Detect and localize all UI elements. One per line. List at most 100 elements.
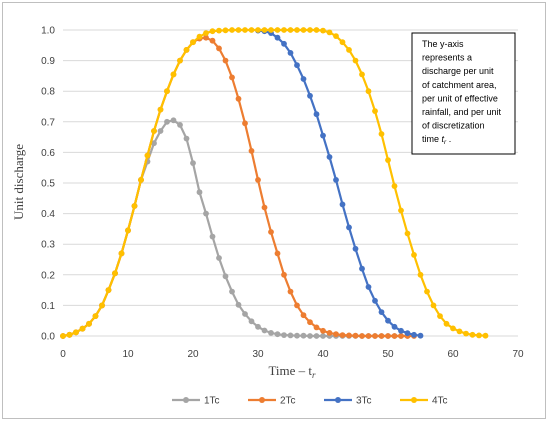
data-point — [365, 333, 372, 339]
data-point — [300, 76, 307, 82]
data-point — [437, 313, 443, 319]
annotation-line: rainfall, and per unit — [422, 107, 502, 117]
data-point — [261, 327, 268, 334]
data-point — [411, 331, 417, 338]
data-point — [294, 332, 300, 339]
data-point — [92, 313, 99, 319]
data-point — [372, 333, 378, 339]
data-point — [235, 301, 242, 308]
data-point — [398, 207, 404, 214]
series-4Tc — [60, 27, 489, 339]
annotation-line: per unit of effective — [422, 93, 498, 103]
y-tick-label: 0.6 — [41, 148, 55, 159]
data-point — [268, 229, 274, 235]
data-point — [482, 332, 489, 339]
data-point — [209, 28, 216, 35]
data-point — [157, 128, 164, 134]
data-point — [456, 328, 463, 335]
data-point — [339, 39, 346, 46]
data-point — [164, 118, 170, 125]
data-point — [300, 27, 307, 33]
data-point — [287, 50, 294, 56]
data-point — [281, 27, 287, 33]
data-point — [326, 29, 333, 36]
y-tick-label: 0.0 — [41, 332, 55, 343]
legend-label: 1Tc — [204, 396, 220, 407]
data-point — [346, 224, 352, 231]
data-point — [183, 47, 190, 53]
data-point — [170, 117, 177, 124]
data-point — [281, 271, 287, 278]
data-point — [307, 27, 313, 33]
data-point — [313, 324, 320, 331]
annotation-line-last: time tr . — [422, 134, 451, 146]
data-point — [164, 88, 170, 95]
data-point — [281, 332, 287, 338]
data-point — [339, 332, 346, 338]
y-tick-label: 0.9 — [41, 56, 55, 67]
data-point — [417, 332, 424, 339]
data-point — [307, 92, 313, 99]
data-point — [151, 128, 157, 134]
legend: 1Tc 2Tc 3Tc 4Tc — [172, 396, 448, 407]
y-tick-label: 0.8 — [41, 87, 55, 98]
legend-item-2Tc: 2Tc — [248, 396, 296, 407]
data-point — [385, 333, 391, 339]
x-axis-title-main: Time – t — [268, 363, 312, 378]
data-point — [287, 27, 294, 33]
data-point — [333, 177, 339, 183]
data-point — [333, 331, 339, 338]
legend-swatch-marker — [259, 397, 265, 403]
data-point — [359, 265, 365, 272]
data-point — [229, 288, 235, 295]
data-point — [424, 288, 430, 295]
legend-label: 2Tc — [280, 396, 296, 407]
data-point — [242, 311, 248, 317]
data-point — [79, 325, 86, 332]
series-3Tc — [255, 27, 424, 339]
data-point — [177, 57, 183, 64]
data-point — [229, 27, 235, 33]
series-line-2Tc — [62, 36, 414, 338]
x-axis-title-sub: r — [312, 370, 316, 380]
data-point — [346, 47, 352, 53]
data-point — [216, 255, 222, 261]
data-point — [255, 323, 261, 330]
annotation-prefix: time — [422, 134, 442, 144]
data-point — [333, 33, 339, 39]
y-tick-label: 0.5 — [41, 179, 55, 190]
x-tick-labels: 0 10 20 30 40 50 60 70 — [60, 349, 524, 360]
data-point — [417, 271, 424, 278]
data-point — [177, 122, 183, 128]
data-point — [274, 331, 281, 338]
data-point — [326, 154, 333, 160]
y-tick-label: 0.4 — [41, 209, 55, 220]
data-point — [190, 160, 196, 167]
legend-item-4Tc: 4Tc — [400, 396, 448, 407]
x-axis-title: Time – tr — [268, 363, 316, 380]
legend-swatch-marker — [183, 397, 189, 403]
data-point — [248, 27, 255, 33]
data-point — [274, 27, 281, 33]
x-tick-label: 70 — [512, 349, 524, 360]
data-point — [313, 27, 320, 33]
data-point — [86, 320, 92, 327]
data-point — [443, 320, 450, 327]
annotation-border — [411, 32, 516, 155]
data-point — [248, 148, 255, 154]
data-point — [105, 287, 112, 293]
data-point — [287, 332, 294, 339]
data-point — [268, 330, 274, 336]
data-point — [99, 302, 105, 309]
data-point — [261, 27, 268, 33]
data-point — [320, 333, 326, 339]
data-point — [183, 135, 190, 142]
data-point — [229, 74, 235, 81]
data-point — [391, 333, 398, 339]
data-point — [255, 27, 261, 33]
data-point — [222, 27, 229, 34]
data-point — [352, 332, 359, 339]
data-point — [320, 27, 326, 34]
annotation-line: of catchment area, — [422, 80, 497, 90]
y-tick-label: 1.0 — [41, 26, 55, 37]
